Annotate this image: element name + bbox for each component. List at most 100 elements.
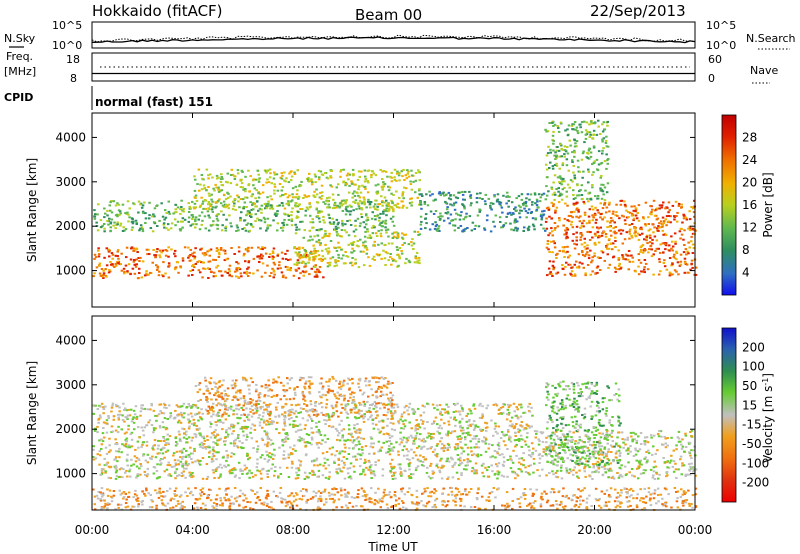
data-cell — [200, 196, 203, 199]
data-cell — [224, 225, 228, 228]
data-cell — [431, 450, 435, 453]
data-cell — [544, 128, 547, 131]
data-cell — [214, 183, 217, 186]
data-cell — [454, 448, 457, 451]
data-cell — [543, 209, 546, 212]
data-cell — [416, 428, 419, 431]
data-cell — [487, 443, 491, 446]
data-cell — [256, 445, 260, 448]
data-cell — [299, 184, 303, 187]
data-cell — [399, 463, 402, 466]
data-cell — [115, 442, 118, 444]
data-cell — [104, 212, 107, 215]
data-cell — [290, 179, 293, 182]
data-cell — [92, 275, 95, 278]
data-cell — [310, 427, 313, 430]
data-cell — [436, 227, 440, 230]
data-cell — [101, 224, 104, 227]
data-cell — [591, 184, 594, 186]
data-cell — [255, 189, 258, 192]
data-cell — [675, 252, 679, 255]
data-cell — [265, 202, 268, 205]
data-cell — [97, 249, 100, 252]
data-cell — [605, 211, 608, 214]
data-cell — [677, 273, 680, 276]
data-cell — [439, 194, 442, 197]
data-cell — [242, 434, 245, 437]
data-cell — [179, 460, 183, 463]
data-cell — [326, 413, 330, 416]
data-cell — [270, 467, 273, 470]
data-cell — [317, 269, 320, 272]
data-cell — [373, 226, 376, 229]
data-cell — [401, 191, 405, 194]
data-cell — [276, 229, 279, 232]
data-cell — [349, 242, 353, 245]
data-cell — [327, 464, 331, 467]
data-cell — [524, 200, 528, 203]
data-cell — [554, 227, 557, 229]
data-cell — [185, 441, 188, 444]
data-cell — [392, 235, 396, 238]
data-cell — [398, 443, 402, 446]
data-cell — [334, 225, 338, 228]
data-cell — [320, 210, 324, 213]
data-cell — [114, 227, 117, 230]
data-cell — [191, 252, 194, 255]
data-cell — [469, 204, 472, 207]
data-cell — [462, 459, 466, 462]
data-cell — [545, 168, 549, 171]
data-cell — [278, 183, 282, 185]
data-cell — [606, 468, 609, 471]
data-cell — [278, 432, 281, 434]
data-cell — [404, 470, 407, 473]
data-cell — [160, 412, 164, 415]
data-cell — [212, 220, 215, 223]
data-cell — [573, 442, 577, 445]
data-cell — [230, 423, 233, 426]
data-cell — [646, 441, 650, 444]
data-cell — [596, 194, 600, 197]
data-cell — [434, 198, 437, 201]
data-cell — [307, 176, 310, 179]
data-cell — [144, 212, 147, 215]
data-cell — [161, 215, 165, 218]
data-cell — [232, 424, 236, 427]
data-cell — [295, 467, 298, 470]
data-cell — [426, 204, 430, 207]
data-cell — [128, 414, 132, 417]
data-cell — [412, 248, 415, 250]
data-cell — [618, 217, 621, 220]
data-cell — [340, 169, 343, 171]
data-cell — [135, 465, 139, 468]
data-cell — [141, 210, 145, 213]
data-cell — [263, 457, 267, 460]
data-cell — [375, 235, 379, 237]
data-cell — [98, 414, 102, 417]
data-cell — [318, 432, 321, 435]
colorbar-tick-label: 20 — [742, 176, 757, 190]
data-cell — [606, 220, 609, 223]
data-cell — [608, 210, 611, 213]
data-cell — [391, 478, 395, 480]
data-cell — [328, 221, 332, 224]
data-cell — [158, 219, 161, 222]
data-cell — [282, 454, 285, 456]
data-cell — [556, 252, 559, 255]
data-cell — [207, 192, 211, 195]
data-cell — [579, 123, 582, 126]
data-cell — [535, 204, 539, 207]
data-cell — [550, 201, 553, 204]
data-cell — [313, 473, 316, 476]
y-tick-label: 2000 — [55, 219, 86, 233]
data-cell — [506, 403, 510, 406]
data-cell — [478, 210, 481, 213]
data-cell — [205, 189, 208, 192]
data-cell — [117, 476, 121, 479]
data-cell — [580, 158, 584, 161]
data-cell — [179, 440, 182, 443]
data-cell — [147, 421, 150, 424]
data-cell — [166, 418, 169, 420]
data-cell — [484, 203, 487, 206]
data-cell — [284, 276, 288, 279]
